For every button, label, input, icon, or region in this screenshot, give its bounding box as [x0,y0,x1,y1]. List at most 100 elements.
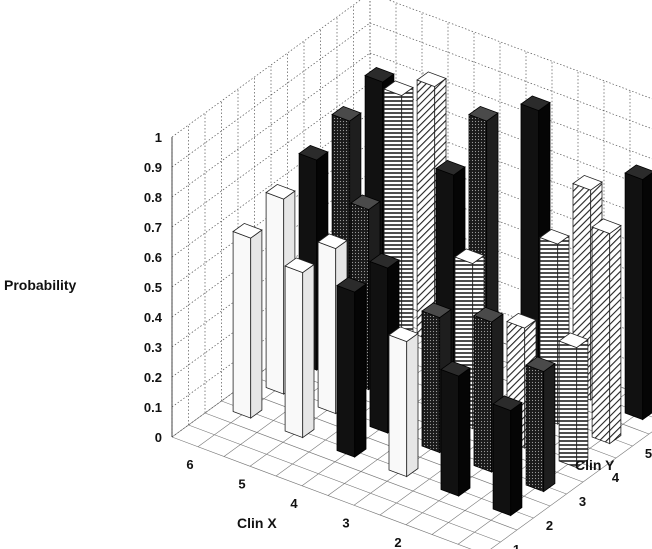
bar-front-face [421,310,441,454]
z-tick-label: 0.5 [144,280,162,295]
bar-side-face [458,367,471,497]
bar-top-face [232,222,263,239]
bar-top-face [473,306,504,323]
bar-top-face [388,326,419,343]
bar-side-face [250,229,263,419]
z-tick-label: 0 [155,430,162,445]
y-tick-label: 3 [579,494,586,509]
z-tick-label: 0.1 [144,400,162,415]
bar-top-face [440,360,471,377]
bar-top-face [525,356,556,373]
bar-side-face [401,86,414,367]
bar-side-face [642,172,652,421]
bar-top-face [506,312,537,329]
y-axis-title: Probability [4,277,77,293]
bar-top-face [331,105,362,122]
bar-side-face [302,263,315,439]
bar-front-face [558,340,578,469]
y-tick-label: 1 [513,542,520,549]
bar-side-face [576,338,589,469]
bar-top-face [454,248,485,265]
floor-gridline [221,400,534,519]
bar-top-face [416,71,447,88]
bar-top-face [520,95,551,112]
bar-clinx-1-cliny-6 [624,164,652,421]
x-tick-label: 3 [342,515,349,530]
bar-front-face [232,230,252,419]
x-axis-title: Clin X [237,515,277,531]
bar-clinx-1-cliny-2 [492,395,523,517]
bar-clinx-3-cliny-2 [388,326,419,478]
bar-front-face [369,260,389,434]
wall-gridline [171,0,361,138]
y-tick-label: 5 [645,446,652,461]
x-tick-label: 6 [186,457,193,472]
bar-front-face [416,79,436,343]
floor-gridline [171,436,472,549]
bar-top-face [624,164,652,181]
bar-top-face [369,252,400,269]
bar-clinx-1-cliny-5 [591,218,622,445]
bar-clinx-1-cliny-4 [558,332,589,469]
z-tick-label: 1 [155,130,162,145]
bar-top-face [492,395,523,412]
bar-front-face [591,226,611,445]
bar-side-face [543,362,556,493]
bar-side-face [406,332,419,478]
bar-front-face [336,284,356,458]
bar-clinx-5-cliny-2 [284,257,315,439]
bar-clinx-6-cliny-2 [232,222,263,419]
bar-clinx-1-cliny-3 [525,356,556,493]
bar-side-face [354,283,367,458]
bar-front-face [388,334,408,478]
bar-clinx-4-cliny-2 [336,276,367,458]
labels: 00.10.20.30.40.50.60.70.80.9165432112345… [144,130,652,549]
x-tick-label: 2 [394,535,401,549]
bar-top-face [364,66,395,83]
bar-top-face [350,194,381,211]
bar-top-face [572,174,603,191]
bar-top-face [591,218,622,235]
wall-gridline [171,52,371,198]
bar-front-face [492,403,512,517]
bar-top-face [539,228,570,245]
bar-top-face [435,159,466,176]
z-tick-label: 0.8 [144,190,162,205]
z-tick-label: 0.6 [144,250,162,265]
bar-top-face [265,183,296,200]
bar-top-face [383,80,414,97]
bar-front-face [473,314,493,473]
bar-top-face [317,233,348,250]
bar-side-face [609,224,622,445]
bar-top-face [298,144,329,161]
bar-front-face [284,265,304,439]
clin-y-axis-title: Clin Y [575,457,615,473]
bar-top-face [468,105,499,122]
bar-front-face [525,364,545,493]
bar-clinx-2-cliny-2 [440,360,471,497]
wall-gridline [369,52,652,160]
bar-side-face [510,401,523,517]
wall-gridline [387,0,652,100]
bar-top-face [284,257,315,274]
floor-gridline [204,412,518,531]
bar-top-face [558,332,589,349]
z-tick-label: 0.2 [144,370,162,385]
bars [232,66,652,517]
bar-front-face [317,241,337,415]
y-tick-label: 2 [546,518,553,533]
bar-top-face [336,276,367,293]
z-tick-label: 0.9 [144,160,162,175]
z-tick-label: 0.7 [144,220,162,235]
x-tick-label: 4 [290,496,298,511]
bar-front-face [265,191,285,395]
x-tick-label: 5 [238,476,245,491]
z-tick-label: 0.3 [144,340,162,355]
bar-front-face [624,172,644,421]
z-tick-label: 0.4 [144,310,163,325]
y-tick-label: 4 [612,470,620,485]
bar-front-face [440,368,460,497]
floor-gridline [188,424,501,543]
bar-top-face [421,302,452,319]
